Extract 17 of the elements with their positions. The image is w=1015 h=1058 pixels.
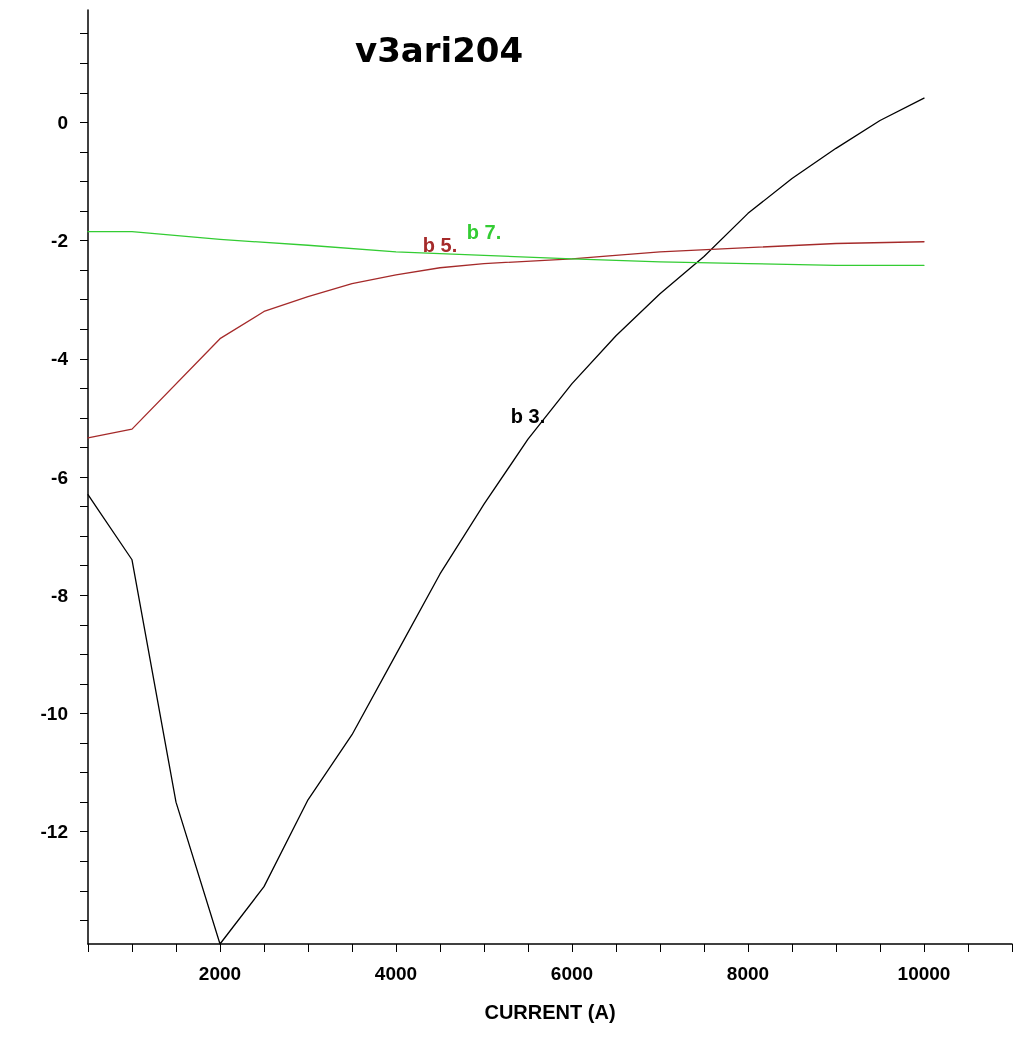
x-tick-label: 10000	[897, 963, 951, 984]
y-tick-label: -4	[51, 348, 69, 370]
x-tick-label: 4000	[374, 963, 418, 984]
y-tick-label: -6	[51, 466, 68, 488]
series-label: b 7.	[466, 221, 502, 244]
x-axis-title: CURRENT (A)	[484, 1001, 616, 1023]
x-tick-label: 2000	[198, 963, 242, 984]
y-tick-label: -2	[51, 230, 68, 252]
x-tick-label: 6000	[550, 963, 594, 984]
y-tick-label: -10	[40, 702, 68, 724]
y-tick-label: -12	[40, 821, 68, 843]
series-label: b 3.	[510, 405, 546, 428]
series-label: b 5.	[422, 233, 458, 256]
y-tick-label: -8	[51, 584, 68, 606]
x-tick-label: 8000	[726, 963, 770, 984]
y-tick-label: 0	[57, 111, 68, 133]
text: v3ari204	[355, 30, 524, 70]
